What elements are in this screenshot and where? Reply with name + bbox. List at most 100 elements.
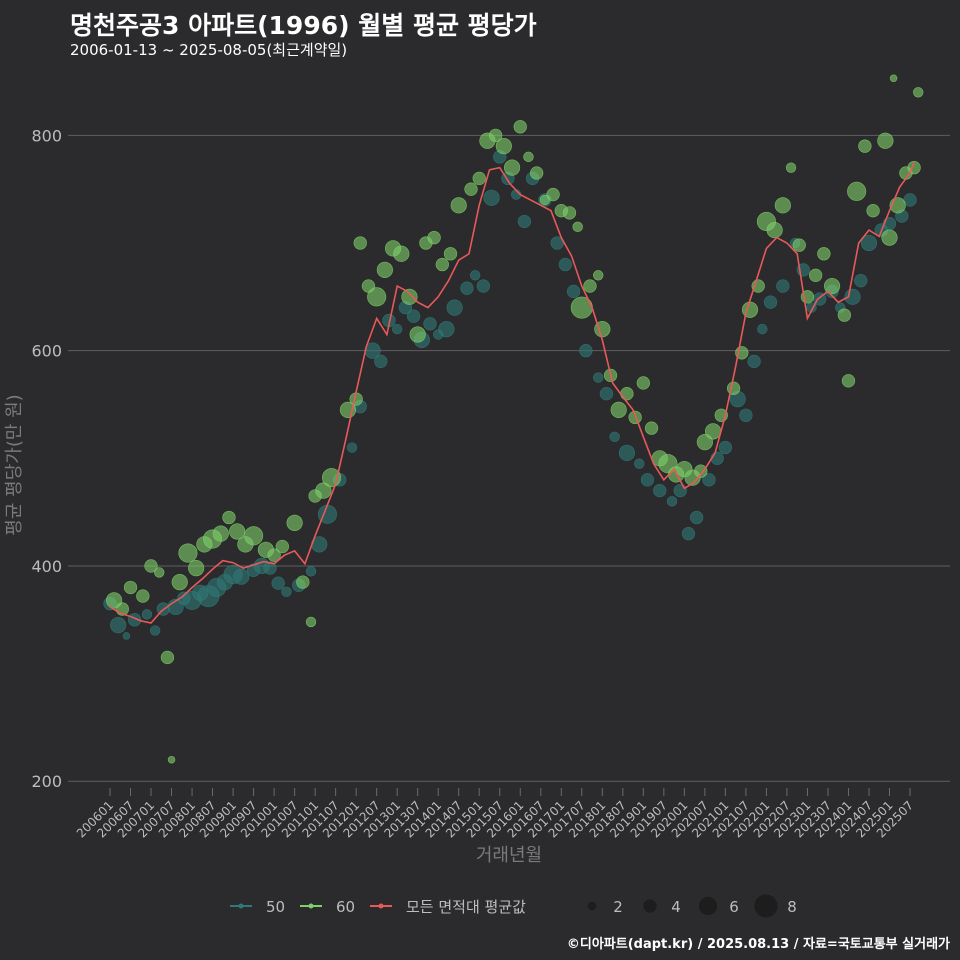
data-point-50 — [271, 576, 285, 590]
size-legend-label: 8 — [787, 898, 797, 916]
data-point-50 — [263, 561, 277, 575]
data-point-60 — [513, 120, 527, 134]
y-tick-label: 200 — [31, 772, 62, 791]
data-point-50 — [666, 496, 678, 507]
data-point-60 — [401, 288, 418, 305]
data-point-60 — [766, 221, 783, 239]
size-legend-circle — [643, 899, 657, 913]
data-point-50 — [673, 483, 687, 498]
y-tick-label: 400 — [31, 557, 62, 576]
data-point-60 — [296, 575, 310, 589]
data-point-50 — [776, 279, 790, 293]
data-point-60 — [222, 510, 236, 525]
data-point-60 — [495, 138, 512, 155]
data-point-60 — [286, 514, 303, 531]
data-point-60 — [136, 589, 150, 603]
data-point-60 — [546, 187, 560, 202]
data-point-60 — [393, 245, 410, 262]
data-point-60 — [154, 567, 165, 578]
size-legend-label: 4 — [671, 898, 681, 916]
grid-lines — [68, 134, 950, 782]
data-point-50 — [640, 473, 655, 487]
data-point-50 — [702, 473, 716, 487]
data-point-60 — [123, 580, 138, 595]
data-point-50 — [599, 387, 614, 401]
data-point-50 — [281, 586, 292, 597]
data-point-60 — [562, 206, 577, 220]
data-point-50 — [593, 372, 604, 383]
data-point-60 — [315, 482, 332, 499]
data-point-60 — [427, 230, 441, 245]
data-point-50 — [653, 483, 667, 498]
data-point-60 — [435, 257, 449, 272]
data-point-60 — [523, 151, 534, 163]
data-point-60 — [464, 182, 478, 196]
data-point-60 — [267, 548, 281, 562]
y-axis: 200 400 600 800 — [31, 126, 62, 791]
data-point-60 — [167, 755, 176, 764]
data-point-50 — [517, 214, 532, 229]
data-point-60 — [488, 128, 503, 143]
credit-footer: ©디아파트(dapt.kr) / 2025.08.13 / 자료=국토교통부 실… — [566, 937, 950, 952]
data-point-60 — [774, 197, 791, 214]
data-point-50 — [579, 343, 593, 358]
data-point-50 — [391, 323, 403, 335]
data-point-50 — [469, 270, 481, 281]
data-point-60 — [503, 159, 521, 176]
data-point-50 — [757, 323, 768, 335]
data-point-50 — [483, 189, 500, 206]
data-point-60 — [450, 197, 467, 214]
data-point-60 — [889, 74, 898, 83]
data-point-60 — [913, 87, 924, 98]
size-legend-circle — [754, 894, 778, 918]
y-axis-label: 평균 평당가(만 원) — [4, 394, 25, 535]
data-point-60 — [583, 279, 597, 293]
data-point-50 — [141, 609, 153, 620]
data-point-50 — [747, 354, 761, 369]
legend-marker-60 — [308, 903, 314, 909]
data-point-60 — [877, 132, 894, 149]
data-point-60 — [353, 236, 367, 250]
scatter-points — [103, 74, 924, 764]
chart-title: 명천주공3 아파트(1996) 월별 평균 평당가 — [70, 11, 537, 40]
data-point-50 — [763, 295, 778, 309]
y-tick-label: 600 — [31, 342, 62, 361]
data-point-60 — [593, 270, 604, 281]
legend: 50 60 모든 면적대 평균값 2 4 6 8 — [230, 894, 797, 918]
data-point-50 — [149, 625, 161, 636]
size-legend-label: 2 — [613, 898, 623, 916]
legend-label-60: 60 — [336, 898, 355, 916]
data-point-50 — [681, 526, 696, 541]
average-line — [109, 162, 915, 624]
data-point-50 — [558, 257, 573, 272]
data-point-60 — [171, 573, 188, 591]
data-point-60 — [866, 204, 880, 218]
data-point-60 — [572, 221, 583, 233]
size-legend-circle — [698, 896, 718, 916]
data-point-60 — [367, 287, 387, 307]
y-tick-label: 800 — [31, 126, 62, 145]
data-point-50 — [374, 354, 388, 369]
data-point-60 — [212, 525, 229, 542]
data-point-60 — [178, 543, 198, 563]
data-point-60 — [694, 464, 708, 478]
data-point-50 — [618, 444, 636, 462]
data-point-50 — [609, 431, 620, 442]
legend-marker-50 — [238, 903, 244, 909]
data-point-60 — [792, 238, 806, 252]
data-point-60 — [188, 559, 205, 577]
data-point-60 — [881, 229, 898, 246]
data-point-50 — [423, 317, 437, 331]
data-point-50 — [406, 309, 421, 323]
data-point-60 — [847, 181, 867, 201]
data-point-60 — [696, 434, 713, 451]
data-point-60 — [472, 171, 486, 186]
data-point-60 — [530, 166, 544, 180]
data-point-50 — [446, 299, 463, 316]
data-point-60 — [610, 401, 627, 418]
data-point-60 — [726, 381, 741, 395]
legend-label-50: 50 — [266, 898, 285, 916]
data-point-50 — [460, 281, 474, 295]
data-point-50 — [122, 632, 131, 640]
